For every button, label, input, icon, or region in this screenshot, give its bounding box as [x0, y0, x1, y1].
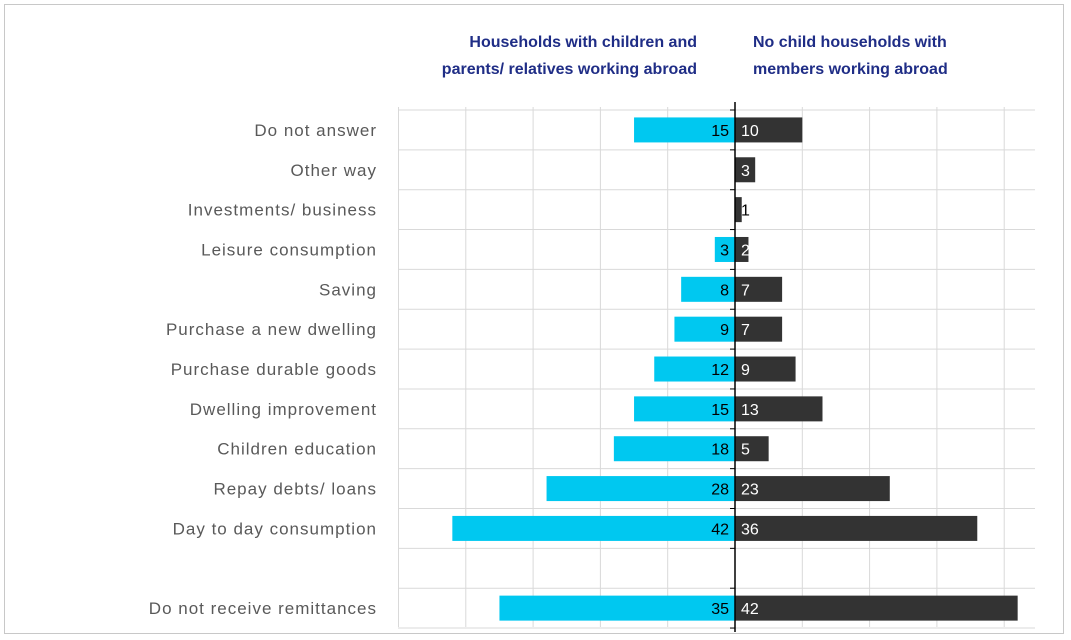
bar-right [735, 157, 756, 183]
category-label: Children education [217, 440, 377, 459]
category-label: Do not answer [254, 121, 377, 140]
right-series-header-line2: members working abroad [753, 61, 948, 78]
category-label: Do not receive remittances [149, 599, 377, 618]
bar-right [735, 476, 890, 502]
data-label-right: 13 [741, 402, 759, 419]
data-label-right: 7 [741, 322, 750, 339]
bar-left [546, 476, 735, 502]
right-series-header-line1: No child households with [753, 34, 947, 51]
data-label-right: 2 [741, 242, 750, 259]
data-label-left: 42 [711, 521, 729, 538]
bar-right [735, 117, 803, 143]
bar-left [654, 356, 735, 382]
data-label-left: 9 [720, 322, 729, 339]
data-label-left: 35 [711, 601, 729, 618]
bar-left [681, 276, 735, 302]
bar-left [674, 316, 735, 342]
bar-left [452, 515, 735, 541]
bar-right [735, 595, 1018, 621]
right-series-header: No child households with members working… [753, 29, 1053, 83]
data-label-right: 23 [741, 482, 759, 499]
bar-left [613, 436, 735, 462]
category-label: Other way [291, 161, 377, 180]
bar-right [735, 236, 749, 262]
data-label-right: 1 [741, 203, 750, 220]
category-label: Saving [319, 280, 377, 299]
bar-left [499, 595, 735, 621]
bar-right [735, 316, 783, 342]
category-label: Leisure consumption [201, 240, 377, 259]
bar-right [735, 515, 978, 541]
category-label: Investments/ business [188, 201, 377, 220]
bar-left [714, 236, 735, 262]
category-label: Repay debts/ loans [213, 480, 377, 499]
data-label-right: 10 [741, 123, 759, 140]
data-label-left: 8 [720, 282, 729, 299]
bar-left [634, 117, 735, 143]
bar-right [735, 436, 769, 462]
data-label-right: 5 [741, 442, 750, 459]
bar-right [735, 197, 742, 223]
category-label: Day to day consumption [173, 519, 377, 538]
data-label-left: 12 [711, 362, 729, 379]
data-label-left: 3 [720, 242, 729, 259]
category-label: Dwelling improvement [190, 400, 377, 419]
data-label-right: 7 [741, 282, 750, 299]
data-label-left: 18 [711, 442, 729, 459]
data-label-right: 9 [741, 362, 750, 379]
data-label-right: 42 [741, 601, 759, 618]
data-label-left: 15 [711, 402, 729, 419]
category-label: Purchase durable goods [171, 360, 377, 379]
bar-right [735, 356, 796, 382]
left-series-header: Households with children and parents/ re… [337, 29, 697, 83]
data-label-left: 28 [711, 482, 729, 499]
bar-right [735, 396, 823, 422]
left-series-header-line2: parents/ relatives working abroad [441, 61, 697, 78]
left-series-header-line1: Households with children and [469, 34, 697, 51]
category-label: Purchase a new dwelling [166, 320, 377, 339]
bar-left [634, 396, 735, 422]
data-label-right: 3 [741, 163, 750, 180]
data-label-left: 15 [711, 123, 729, 140]
bar-right [735, 276, 783, 302]
data-label-right: 36 [741, 521, 759, 538]
